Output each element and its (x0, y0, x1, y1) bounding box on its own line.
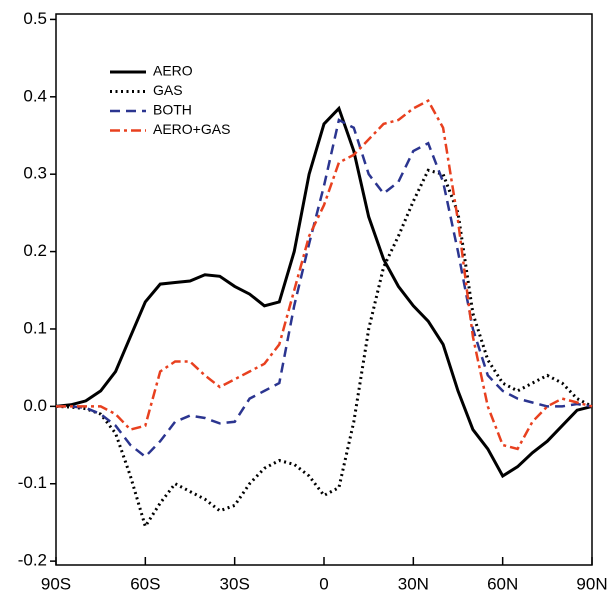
y-tick-label: -0.2 (18, 551, 47, 570)
legend-label: GAS (153, 82, 183, 98)
y-tick-label: -0.1 (18, 473, 47, 492)
series-line (56, 99, 593, 451)
y-tick-label: 0.3 (23, 164, 47, 183)
x-tick-label: 90N (576, 574, 607, 593)
x-tick-label: 0 (319, 574, 328, 593)
series-line (55, 168, 593, 530)
series-line (55, 105, 593, 479)
y-tick-label: 0.1 (23, 318, 47, 337)
x-tick-label: 60S (130, 574, 160, 593)
y-tick-label: 0.5 (23, 9, 47, 28)
y-tick-label: 0.0 (23, 396, 47, 415)
y-tick-label: 0.2 (23, 241, 47, 260)
x-tick-label: 60N (487, 574, 518, 593)
legend-label: AERO (153, 63, 193, 79)
legend-label: BOTH (153, 102, 192, 118)
x-tick-label: 30S (220, 574, 250, 593)
plot-frame (55, 13, 593, 566)
series-line (56, 118, 593, 459)
x-tick-label: 30N (398, 574, 429, 593)
legend-label: AERO+GAS (153, 121, 230, 137)
x-tick-label: 90S (41, 574, 71, 593)
y-tick-label: 0.4 (23, 86, 47, 105)
